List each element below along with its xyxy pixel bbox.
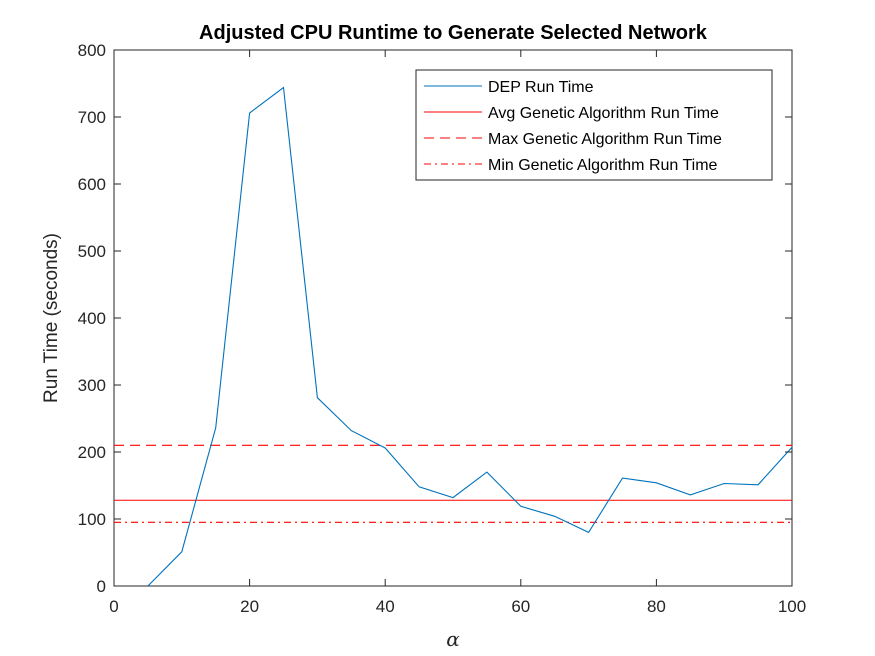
y-tick-label: 800 xyxy=(78,41,106,60)
x-tick-label: 40 xyxy=(376,597,395,616)
y-tick-label: 0 xyxy=(97,577,106,596)
reference-lines xyxy=(114,444,792,523)
series-lines xyxy=(147,86,793,587)
y-tick-labels: 0 100 200 300 400 500 600 700 800 xyxy=(78,41,106,596)
y-tick-label: 400 xyxy=(78,309,106,328)
x-axis-label: α xyxy=(446,627,460,651)
series-line-dep-run-time xyxy=(147,86,793,587)
x-tick-label: 60 xyxy=(511,597,530,616)
y-axis-label: Run Time (seconds) xyxy=(41,233,62,403)
x-tick-label: 80 xyxy=(647,597,666,616)
x-tick-label: 20 xyxy=(240,597,259,616)
y-tick-label: 100 xyxy=(78,510,106,529)
axis-ticks xyxy=(113,49,793,587)
legend[interactable]: DEP Run Time Avg Genetic Algorithm Run Ti… xyxy=(415,69,773,181)
y-tick-label: 500 xyxy=(78,242,106,261)
y-tick-label: 700 xyxy=(78,108,106,127)
x-tick-label: 0 xyxy=(109,597,118,616)
y-tick-label: 300 xyxy=(78,376,106,395)
legend-entry-label: Avg Genetic Algorithm Run Time xyxy=(488,105,719,122)
y-tick-label: 600 xyxy=(78,175,106,194)
x-tick-label: 100 xyxy=(778,597,806,616)
legend-entry-label: Min Genetic Algorithm Run Time xyxy=(488,157,718,174)
legend-entry-label: Max Genetic Algorithm Run Time xyxy=(488,131,722,148)
legend-entry-label: DEP Run Time xyxy=(488,79,594,96)
chart-title: Adjusted CPU Runtime to Generate Selecte… xyxy=(199,22,708,44)
x-tick-labels: 0 20 40 60 80 100 xyxy=(109,597,806,616)
legend-box xyxy=(415,69,773,181)
y-tick-label: 200 xyxy=(78,443,106,462)
